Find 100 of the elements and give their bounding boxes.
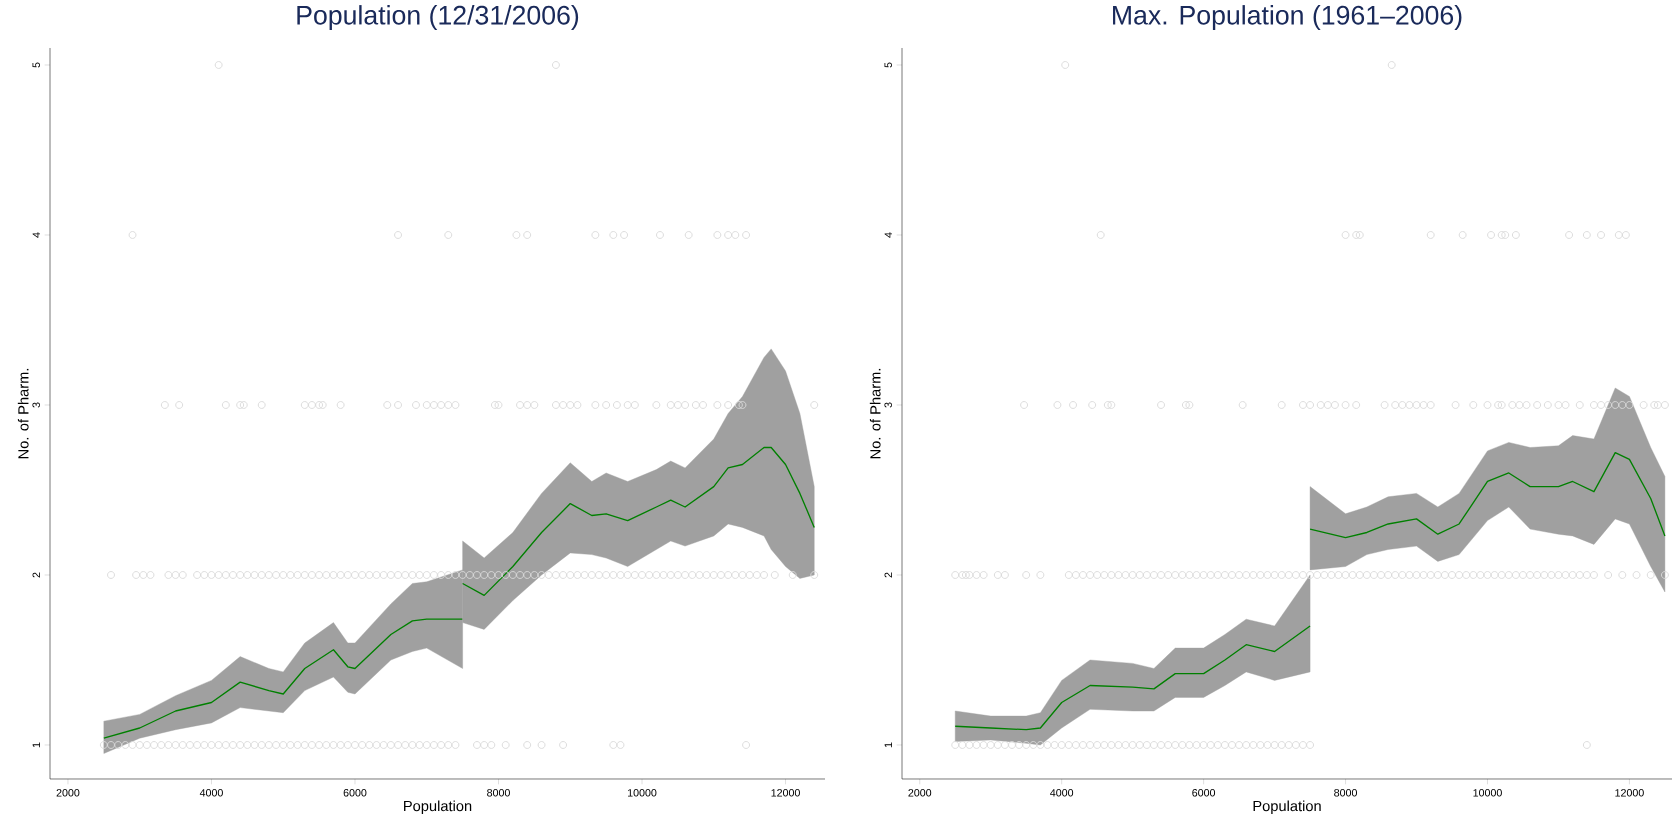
y-tick-label: 4 [884,232,892,238]
point [1565,231,1574,239]
point [1238,401,1247,409]
point [1050,741,1059,749]
point [1458,231,1467,239]
point [1036,741,1045,749]
point [1249,741,1258,749]
point [487,741,496,749]
y-tick-label: 1 [32,742,40,748]
point [986,741,995,749]
point [1451,401,1460,409]
point [412,401,420,409]
x-tick-label: 4000 [199,789,223,797]
point [1181,401,1190,409]
y-tick-label: 3 [884,402,892,408]
point [150,741,158,749]
point [164,741,173,749]
x-tick-label: 6000 [1192,789,1216,797]
point [731,231,740,239]
x-tick-label: 6000 [343,789,367,797]
point [1178,741,1187,749]
point [523,741,532,749]
point [408,741,417,749]
point [308,741,316,749]
point [972,741,981,749]
point [343,741,352,749]
point [221,401,230,409]
point [1597,401,1605,409]
point [415,741,424,749]
line-series [461,446,815,597]
point [1494,401,1503,409]
point [609,231,618,239]
point [1103,401,1112,409]
point [1277,741,1286,749]
y-axis-title: No. of Pharm. [869,368,881,459]
x-tick-label: 8000 [487,789,510,797]
point [1511,231,1520,239]
point [1522,401,1531,409]
x-tick-label: 8000 [1334,789,1357,797]
point [1061,61,1070,69]
point [1355,231,1364,239]
point [1071,741,1080,749]
point [673,401,682,409]
point [1185,741,1194,749]
chart-title: Population (12/31/2006) [297,5,579,30]
point [236,401,245,409]
point [958,741,967,749]
point [365,741,374,749]
point [965,741,974,749]
point [257,401,266,409]
point [229,741,237,749]
point [551,61,560,69]
point [1590,401,1598,409]
point [1419,401,1428,409]
point [1157,741,1165,749]
point [451,741,460,749]
point [135,741,144,749]
point [1352,401,1361,409]
point [490,401,499,409]
point [1483,401,1492,409]
point [394,231,402,239]
point [591,401,600,409]
point [214,61,223,69]
point [1020,401,1029,409]
point [666,401,675,409]
point [315,741,324,749]
point [1086,741,1095,749]
point [1291,741,1300,749]
point [559,401,568,409]
point [358,741,367,749]
point [160,401,169,409]
point [386,741,395,749]
point [1352,231,1361,239]
point [1469,401,1478,409]
point [114,741,123,749]
point [322,741,331,749]
point [1316,401,1325,409]
point [1621,231,1630,239]
point [699,401,707,409]
point [1093,741,1102,749]
point [1079,741,1087,749]
point [1096,231,1105,239]
y-tick-label: 1 [884,742,892,748]
line-series [103,618,464,739]
point [1341,231,1350,239]
point [257,741,266,749]
point [1150,741,1158,749]
point [1387,61,1396,69]
point [1533,401,1542,409]
point [691,401,700,409]
point [351,741,359,749]
point [1220,741,1229,749]
x-tick-label: 10000 [628,789,657,797]
point [1029,741,1038,749]
y-tick-label: 5 [884,62,892,68]
line-series [954,625,1311,731]
point [422,741,431,749]
point [437,401,446,409]
point [713,401,722,409]
point [178,741,187,749]
